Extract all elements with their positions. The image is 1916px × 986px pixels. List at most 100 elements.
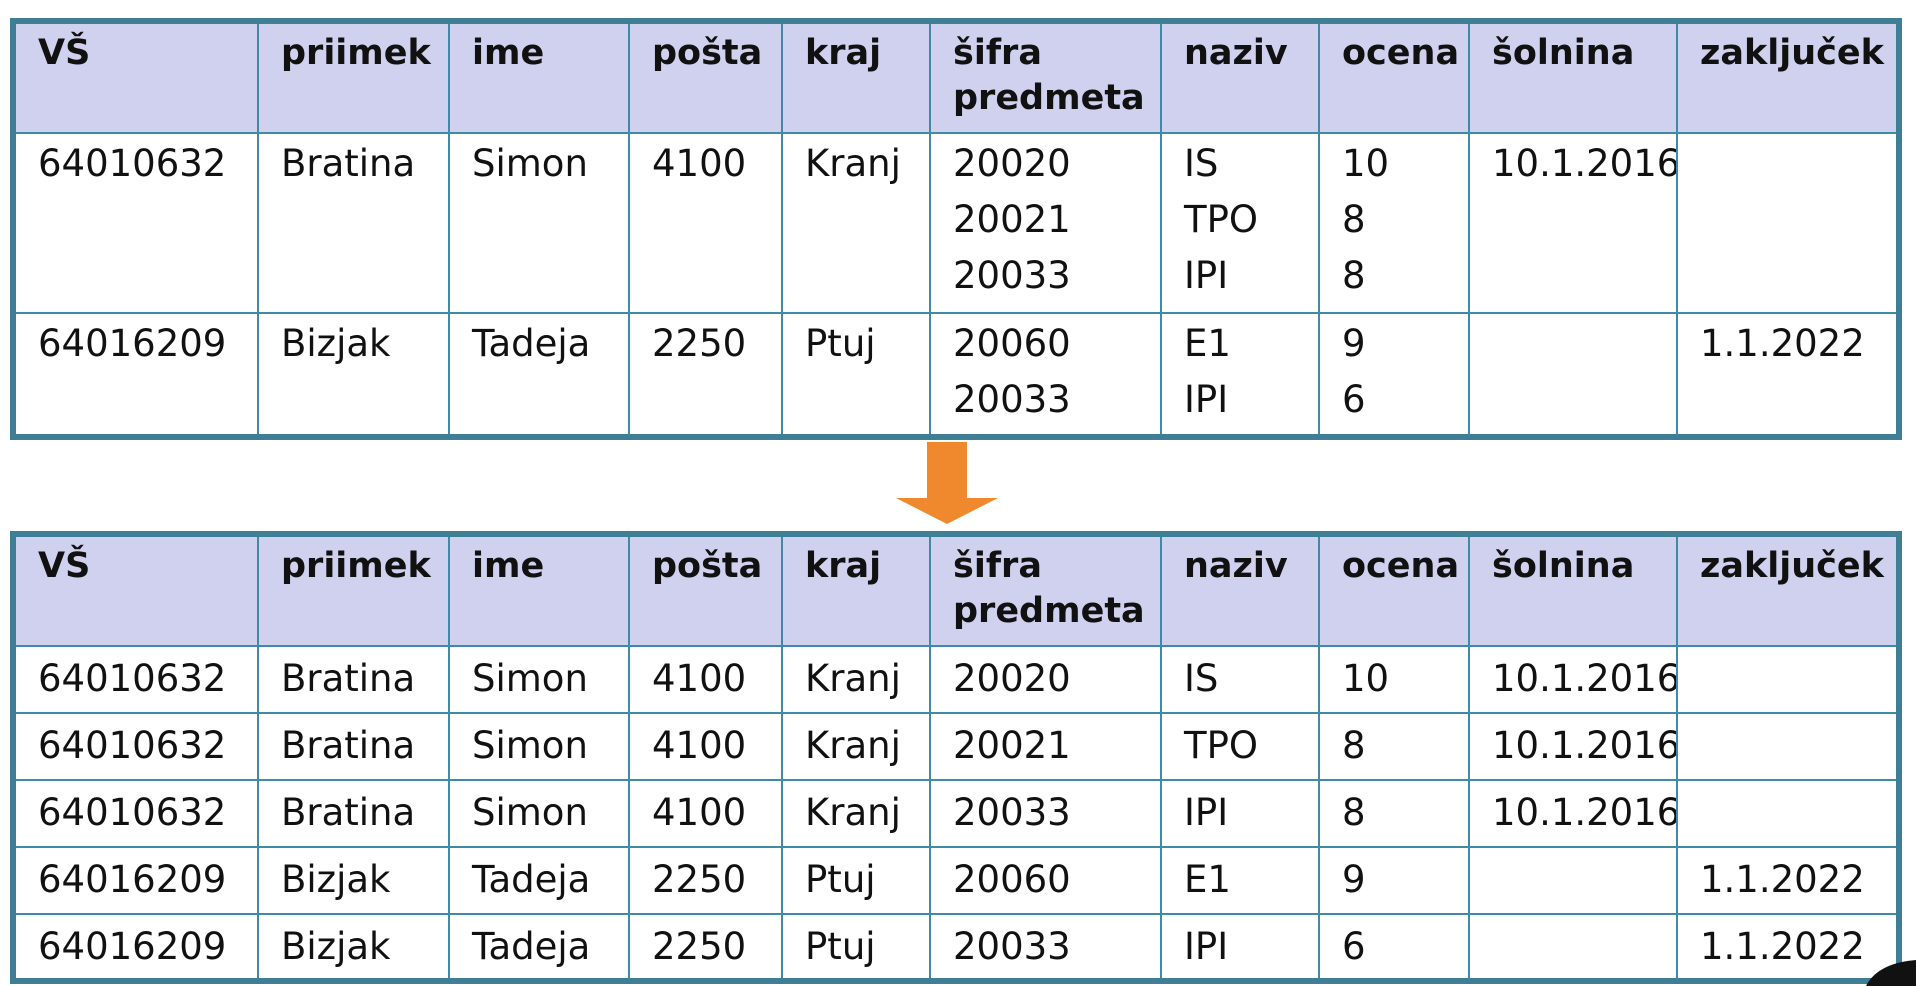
cell-vs: 64010632 [12,132,259,314]
cell-ocena: 10 [1318,645,1470,714]
cell-posta: 2250 [628,312,783,438]
cell-vs: 64010632 [12,779,259,848]
cell-vs: 64016209 [12,913,259,982]
cell-ime: Tadeja [448,846,630,915]
cell-kraj: Ptuj [781,913,931,982]
cell-value: 6 [1342,378,1366,421]
cell-vs: 64016209 [12,846,259,915]
cell-ocena: 9 [1318,846,1470,915]
cell-ocena: 6 [1318,913,1470,982]
header-solnina: šolnina [1468,20,1678,134]
cell-sifra-predmeta: 20033 [929,913,1162,982]
cell-value: IPI [1184,254,1229,297]
header-row: VŠ priimek ime pošta kraj šifra predmeta… [12,20,1900,134]
cell-vs: 64016209 [12,312,259,438]
cell-solnina: 10.1.2016 [1468,779,1678,848]
cell-ocena: 8 [1318,712,1470,781]
cell-value: 20033 [953,378,1071,421]
cell-sifra-predmeta: 20060 20033 [929,312,1162,438]
header-kraj: kraj [781,20,931,134]
header-priimek: priimek [257,533,450,647]
header-posta: pošta [628,20,783,134]
header-solnina: šolnina [1468,533,1678,647]
table-row: 64010632 Bratina Simon 4100 Kranj 20033 … [12,779,1900,848]
cell-sifra-predmeta: 20020 [929,645,1162,714]
cell-value: E1 [1184,322,1231,365]
cell-value: 8 [1342,254,1366,297]
table-row: 64010632 Bratina Simon 4100 Kranj 20020 … [12,645,1900,714]
cell-value: 20021 [953,198,1071,241]
cell-value: IS [1184,142,1219,185]
header-ime: ime [448,20,630,134]
cell-ime: Tadeja [448,913,630,982]
cell-sifra-predmeta: 20060 [929,846,1162,915]
cell-ocena: 10 8 8 [1318,132,1470,314]
cell-value: 20060 [953,322,1071,365]
cell-priimek: Bizjak [257,312,450,438]
cell-naziv: TPO [1160,712,1320,781]
cell-value: 9 [1342,322,1366,365]
header-kraj: kraj [781,533,931,647]
cell-ime: Simon [448,645,630,714]
cell-priimek: Bratina [257,712,450,781]
cell-kraj: Ptuj [781,312,931,438]
cell-sifra-predmeta: 20033 [929,779,1162,848]
cell-kraj: Kranj [781,712,931,781]
down-arrow-icon [896,442,998,524]
cell-kraj: Kranj [781,132,931,314]
cell-ime: Tadeja [448,312,630,438]
cell-ime: Simon [448,712,630,781]
cell-posta: 2250 [628,846,783,915]
cell-solnina [1468,846,1678,915]
cell-value: TPO [1184,198,1259,241]
cell-priimek: Bizjak [257,846,450,915]
cell-solnina [1468,913,1678,982]
table-row: 64010632 Bratina Simon 4100 Kranj 20020 … [12,132,1900,314]
cell-priimek: Bratina [257,779,450,848]
cell-naziv: IPI [1160,779,1320,848]
cell-naziv: IPI [1160,913,1320,982]
cell-priimek: Bizjak [257,913,450,982]
cell-naziv: IS TPO IPI [1160,132,1320,314]
table-row: 64016209 Bizjak Tadeja 2250 Ptuj 20060 2… [12,312,1900,438]
cell-kraj: Kranj [781,779,931,848]
header-ocena: ocena [1318,533,1470,647]
cell-naziv: IS [1160,645,1320,714]
cell-posta: 4100 [628,712,783,781]
cell-solnina: 10.1.2016 [1468,645,1678,714]
cell-zakljucek: 1.1.2022 [1676,846,1900,915]
header-vs: VŠ [12,533,259,647]
cell-zakljucek [1676,779,1900,848]
cell-naziv: E1 IPI [1160,312,1320,438]
table-row: 64016209 Bizjak Tadeja 2250 Ptuj 20060 E… [12,846,1900,915]
cell-solnina: 10.1.2016 [1468,132,1678,314]
cell-ime: Simon [448,779,630,848]
corner-decoration [1866,960,1916,986]
header-zakljucek: zaključek [1676,20,1900,134]
cell-posta: 2250 [628,913,783,982]
cell-value: 8 [1342,198,1366,241]
header-posta: pošta [628,533,783,647]
cell-ocena: 8 [1318,779,1470,848]
header-zakljucek: zaključek [1676,533,1900,647]
header-ime: ime [448,533,630,647]
cell-kraj: Kranj [781,645,931,714]
cell-ocena: 9 6 [1318,312,1470,438]
header-naziv: naziv [1160,20,1320,134]
cell-zakljucek [1676,645,1900,714]
cell-naziv: E1 [1160,846,1320,915]
cell-solnina [1468,312,1678,438]
cell-priimek: Bratina [257,645,450,714]
cell-posta: 4100 [628,779,783,848]
cell-sifra-predmeta: 20020 20021 20033 [929,132,1162,314]
table-row: 64016209 Bizjak Tadeja 2250 Ptuj 20033 I… [12,913,1900,982]
table-original: VŠ priimek ime pošta kraj šifra predmeta… [10,18,1902,440]
cell-value: 10 [1342,142,1390,185]
table-normalized: VŠ priimek ime pošta kraj šifra predmeta… [10,531,1902,984]
header-vs: VŠ [12,20,259,134]
cell-priimek: Bratina [257,132,450,314]
cell-kraj: Ptuj [781,846,931,915]
cell-value: 20033 [953,254,1071,297]
cell-vs: 64010632 [12,712,259,781]
header-sifra-predmeta: šifra predmeta [929,533,1162,647]
